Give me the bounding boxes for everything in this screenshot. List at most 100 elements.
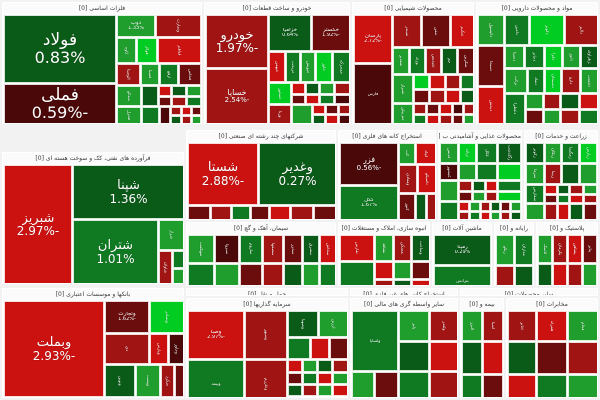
- treemap-tile[interactable]: [483, 342, 503, 374]
- treemap-tile[interactable]: شکلر: [430, 75, 445, 89]
- treemap-tile[interactable]: [187, 97, 201, 106]
- sector-banks[interactable]: بانکها و موسسات اعتباری [0] وبملت -2.93% وت…: [2, 288, 184, 398]
- treemap-tile[interactable]: [175, 365, 183, 397]
- sector-plastics[interactable]: پلاستیک و [0] پلاسک پکرمان پشاهن پتایر: [536, 222, 598, 286]
- treemap-tile[interactable]: رمپنا 0.29%: [434, 235, 491, 265]
- treemap-tile[interactable]: خگستر -1.92%: [312, 15, 349, 51]
- treemap-tile[interactable]: حپترو: [508, 342, 536, 374]
- treemap-tile[interactable]: آریان: [459, 143, 476, 163]
- treemap-tile[interactable]: [288, 397, 302, 398]
- treemap-tile[interactable]: [459, 192, 472, 201]
- sector-pharma[interactable]: مواد و محصولات دارویی [0] دکپسول دامین دکوث…: [476, 2, 598, 124]
- treemap-tile[interactable]: [339, 115, 349, 123]
- treemap-tile[interactable]: دسینا: [505, 46, 524, 68]
- treemap-tile[interactable]: [570, 185, 583, 194]
- treemap-tile[interactable]: ودی: [462, 342, 482, 374]
- treemap-tile[interactable]: ولیز: [399, 311, 429, 341]
- treemap-tile[interactable]: [313, 105, 325, 114]
- treemap-tile[interactable]: ورنچه: [288, 338, 310, 359]
- treemap-tile[interactable]: کت: [399, 143, 415, 164]
- treemap-tile[interactable]: وتجارت -1.62%: [105, 301, 149, 333]
- treemap-tile[interactable]: [561, 94, 579, 109]
- treemap-tile[interactable]: [399, 372, 429, 397]
- treemap-tile[interactable]: خریخت: [286, 52, 300, 82]
- sector-metal-ore-mining[interactable]: استخراج کانه های فلزی [0] فزر -0.56% کگل 1.6…: [338, 130, 436, 220]
- treemap-tile[interactable]: [545, 195, 557, 203]
- treemap-tile[interactable]: [558, 195, 569, 203]
- treemap-tile[interactable]: [159, 97, 171, 106]
- treemap-tile[interactable]: [464, 104, 473, 114]
- sector-automotive[interactable]: خودرو و ساخت قطعات [0] خودرو -1.97% خساپا -2…: [204, 2, 350, 124]
- treemap-tile[interactable]: [453, 115, 463, 123]
- treemap-tile[interactable]: [192, 116, 201, 123]
- sector-other-products[interactable]: سایر محصولات [0]: [460, 288, 598, 296]
- treemap-tile[interactable]: وصهبا: [288, 311, 318, 337]
- treemap-tile[interactable]: آسیا: [483, 311, 503, 341]
- treemap-tile[interactable]: وصبا -2.97%: [188, 311, 244, 359]
- treemap-tile[interactable]: خپویش: [301, 52, 315, 82]
- treemap-tile[interactable]: رتکو: [496, 235, 514, 265]
- sector-telecom[interactable]: مخابرات [0] اخابر همراه فجام حپترو: [506, 298, 598, 398]
- treemap-tile[interactable]: [453, 104, 463, 114]
- treemap-tile[interactable]: ثفارس: [340, 235, 374, 261]
- treemap-tile[interactable]: [313, 115, 325, 123]
- treemap-tile[interactable]: دجابر: [525, 46, 544, 68]
- treemap-tile[interactable]: ساروم: [240, 235, 262, 263]
- treemap-tile[interactable]: [481, 202, 490, 211]
- treemap-tile[interactable]: وسپه: [211, 206, 231, 219]
- treemap-tile[interactable]: خساپا -2.54%: [206, 69, 268, 123]
- treemap-tile[interactable]: [414, 104, 426, 114]
- treemap-tile[interactable]: [570, 204, 583, 219]
- treemap-tile[interactable]: [470, 202, 480, 211]
- treemap-tile[interactable]: غدیس: [440, 143, 458, 163]
- treemap-tile[interactable]: پلاسک: [538, 235, 552, 263]
- treemap-tile[interactable]: دسبحا: [478, 46, 504, 86]
- treemap-tile[interactable]: شتران 1.01%: [73, 220, 158, 283]
- treemap-tile[interactable]: [330, 338, 347, 359]
- treemap-tile[interactable]: [568, 342, 597, 374]
- treemap-tile[interactable]: [311, 338, 329, 359]
- treemap-tile[interactable]: [303, 264, 319, 285]
- sector-multi-industry[interactable]: شرکتهای چند رشته ای صنعتی [0] شستا -2.88% و…: [186, 130, 336, 220]
- treemap-tile[interactable]: [339, 105, 349, 114]
- treemap-tile[interactable]: نوری: [410, 48, 425, 74]
- treemap-tile[interactable]: کگل 1.67%: [340, 186, 398, 219]
- treemap-tile[interactable]: فباهنر: [158, 38, 201, 63]
- treemap-tile[interactable]: [303, 360, 317, 372]
- treemap-tile[interactable]: [320, 95, 334, 104]
- treemap-tile[interactable]: [270, 206, 290, 219]
- treemap-tile[interactable]: شراز: [159, 220, 183, 250]
- treemap-tile[interactable]: [491, 202, 500, 211]
- treemap-tile[interactable]: شسپا: [173, 251, 183, 268]
- sector-basic-metals[interactable]: فلزات اساسی [0] فولاد 0.83% فملی -0.59% ذوب 1.…: [2, 2, 202, 124]
- treemap-tile[interactable]: پکرمان: [553, 235, 567, 263]
- treemap-tile[interactable]: [473, 181, 485, 191]
- treemap-tile[interactable]: فزر -0.56%: [340, 143, 398, 185]
- treemap-tile[interactable]: [288, 373, 302, 384]
- sector-transport-equipment[interactable]: حمل و نقل [0]: [186, 288, 348, 296]
- treemap-tile[interactable]: [318, 373, 332, 384]
- treemap-tile[interactable]: [192, 107, 201, 115]
- treemap-tile[interactable]: سخاش: [320, 235, 335, 263]
- treemap-tile[interactable]: غبشهر: [440, 164, 458, 180]
- treemap-tile[interactable]: ومعادن: [399, 165, 417, 193]
- treemap-tile[interactable]: [580, 94, 597, 109]
- sector-computers[interactable]: رایانه و [0] رتکو مداران: [494, 222, 534, 286]
- treemap-tile[interactable]: [292, 95, 305, 104]
- treemap-tile[interactable]: [440, 104, 452, 114]
- treemap-tile[interactable]: [584, 185, 597, 194]
- sector-coal-mining[interactable]: استخراج کانی های غیر فلزی [0]: [350, 288, 458, 296]
- treemap-tile[interactable]: خبهمن: [269, 52, 285, 82]
- treemap-tile[interactable]: فسبا: [141, 64, 159, 85]
- treemap-tile[interactable]: پشاهن: [568, 235, 582, 263]
- treemap-tile[interactable]: جم: [442, 48, 457, 74]
- treemap-tile[interactable]: [537, 375, 567, 397]
- treemap-tile[interactable]: [481, 212, 490, 219]
- treemap-tile[interactable]: [215, 264, 239, 285]
- treemap-tile[interactable]: [483, 375, 503, 397]
- treemap-tile[interactable]: دی: [105, 334, 149, 364]
- treemap-tile[interactable]: [232, 206, 250, 219]
- treemap-tile[interactable]: شپنا 1.36%: [73, 165, 183, 219]
- treemap-tile[interactable]: سهگمت: [188, 235, 214, 263]
- treemap-tile[interactable]: [538, 264, 552, 285]
